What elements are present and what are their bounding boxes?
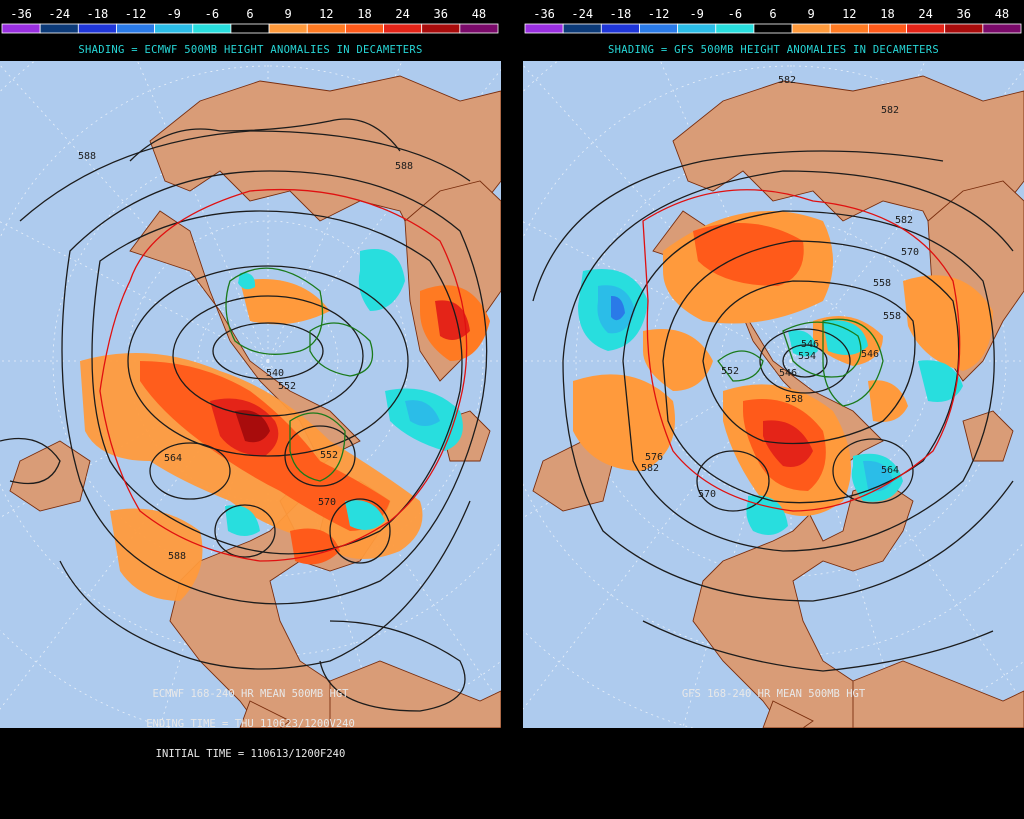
gfs-500mb-map: 582 582 582 570 558 558 546 546 534 546 …	[523, 61, 1024, 728]
contour-label: 582	[881, 105, 899, 116]
contour-label: 558	[873, 278, 891, 289]
colorbar-tick-label: -24	[48, 7, 70, 21]
colorbar-tick-label: 18	[880, 7, 894, 21]
contour-label: 582	[641, 463, 659, 474]
contour-label: 564	[164, 453, 182, 464]
colorbar-tick-label: 24	[395, 7, 409, 21]
colorbar-swatch	[753, 23, 793, 34]
colorbar-swatch	[944, 23, 984, 34]
contour-label: 564	[881, 465, 899, 476]
colorbar-swatch	[677, 23, 717, 34]
contour-label: 588	[168, 551, 186, 562]
contour-label: 582	[895, 215, 913, 226]
colorbar-tick-label: -24	[571, 7, 593, 21]
colorbar-swatch	[268, 23, 308, 34]
contour-label: 552	[278, 381, 296, 392]
contour-label: 576	[645, 452, 663, 463]
contour-labels: 588 588 540 552 564 552 570 588	[78, 151, 413, 562]
colorbar-swatch	[1, 23, 41, 34]
colorbar-tick-label: -9	[166, 7, 180, 21]
colorbar-swatch	[306, 23, 346, 34]
contour-label: 558	[785, 394, 803, 405]
colorbar-tick-label: 6	[769, 7, 776, 21]
colorbar-swatch	[906, 23, 946, 34]
contour-label: 552	[320, 450, 338, 461]
footer-line: GFS 168-240 HR MEAN 500MB HGT	[681, 688, 866, 700]
colorbar-tick-label: 18	[357, 7, 371, 21]
footer-line: ECMWF 168-240 HR MEAN 500MB HGT	[152, 688, 349, 700]
shading-label: SHADING = ECMWF 500MB HEIGHT ANOMALIES I…	[78, 44, 423, 56]
colorbar-swatch	[715, 23, 755, 34]
colorbar-swatch	[383, 23, 423, 34]
colorbar-tick-label: 24	[918, 7, 932, 21]
contour-label: 546	[779, 368, 797, 379]
colorbar-swatch	[867, 23, 907, 34]
shading-label: SHADING = GFS 500MB HEIGHT ANOMALIES IN …	[607, 44, 940, 56]
gfs-panel: -36 -24 -18 -12 -9 -6 6 9 12 18 24 36 48 SHADING = G…	[523, 0, 1024, 819]
colorbar-swatch	[524, 23, 564, 34]
footer-line: ENDING TIME = THU 110623/1200V240	[146, 718, 355, 730]
colorbar-swatch	[982, 23, 1022, 34]
contour-label: 552	[721, 366, 739, 377]
colorbar-swatch	[116, 23, 156, 34]
contour-label: 588	[78, 151, 96, 162]
contour-label: 546	[801, 339, 819, 350]
colorbar-tick-label: -18	[87, 7, 109, 21]
contour-label: 540	[266, 368, 284, 379]
colorbar-swatch	[562, 23, 602, 34]
map-footer: GFS 168-240 HR MEAN 500MB HGT	[523, 669, 1024, 719]
colorbar-tick-label: -18	[610, 7, 632, 21]
colorbar-swatch	[77, 23, 117, 34]
colorbar-tick-label: 48	[472, 7, 486, 21]
contour-label: 558	[883, 311, 901, 322]
colorbar-tick-label: 9	[808, 7, 815, 21]
colorbar-tick-label: -12	[125, 7, 147, 21]
colorbar-swatch	[230, 23, 270, 34]
ecmwf-panel: -36 -24 -18 -12 -9 -6 6 9 12 18 24 36 48 SHADING = E…	[0, 0, 501, 819]
colorbar-tick-label: -36	[533, 7, 555, 21]
colorbar-swatch	[459, 23, 499, 34]
colorbar-tick-label: -6	[205, 7, 219, 21]
land-masses	[532, 75, 1024, 728]
map-footer: ECMWF 168-240 HR MEAN 500MB HGT ENDING T…	[0, 669, 501, 779]
colorbar-swatch	[600, 23, 640, 34]
panel-divider	[501, 0, 523, 819]
colorbar-swatch	[344, 23, 384, 34]
contour-label: 546	[861, 349, 879, 360]
colorbar-tick-label: 48	[995, 7, 1009, 21]
contour-label: 570	[698, 489, 716, 500]
colorbar-tick-label: 12	[842, 7, 856, 21]
anomaly-shading	[80, 249, 490, 601]
contour-label: 570	[901, 247, 919, 258]
colorbar-tick-label: -6	[728, 7, 742, 21]
height-contours	[532, 150, 1014, 672]
contour-labels: 582 582 582 570 558 558 546 546 534 546 …	[641, 75, 919, 500]
anomaly-shading	[573, 211, 993, 535]
colorbar-swatch	[192, 23, 232, 34]
colorbar-tick-label: -9	[689, 7, 703, 21]
colorbar-swatch	[829, 23, 869, 34]
ecmwf-500mb-map: 588 588 540 552 564 552 570 588	[0, 61, 501, 728]
colorbar-swatch	[639, 23, 679, 34]
contour-label: 588	[395, 161, 413, 172]
colorbar-tick-label: 36	[434, 7, 448, 21]
colorbar-swatch	[154, 23, 194, 34]
colorbar-swatch	[421, 23, 461, 34]
colorbar-tick-label: 12	[319, 7, 333, 21]
contour-label: 582	[778, 75, 796, 86]
height-contours	[0, 118, 488, 712]
anomaly-colorbar: -36 -24 -18 -12 -9 -6 6 9 12 18 24 36 48	[1, 7, 499, 34]
colorbar-swatch	[791, 23, 831, 34]
colorbar-tick-label: 9	[285, 7, 292, 21]
colorbar-tick-label: 36	[957, 7, 971, 21]
contour-label: 570	[318, 497, 336, 508]
colorbar-tick-label: 6	[246, 7, 253, 21]
footer-line: INITIAL TIME = 110613/1200F240	[155, 748, 346, 760]
colorbar-tick-label: -36	[10, 7, 32, 21]
anomaly-colorbar: -36 -24 -18 -12 -9 -6 6 9 12 18 24 36 48	[524, 7, 1022, 34]
colorbar-swatch	[39, 23, 79, 34]
colorbar-tick-label: -12	[648, 7, 670, 21]
contour-label: 534	[798, 351, 816, 362]
